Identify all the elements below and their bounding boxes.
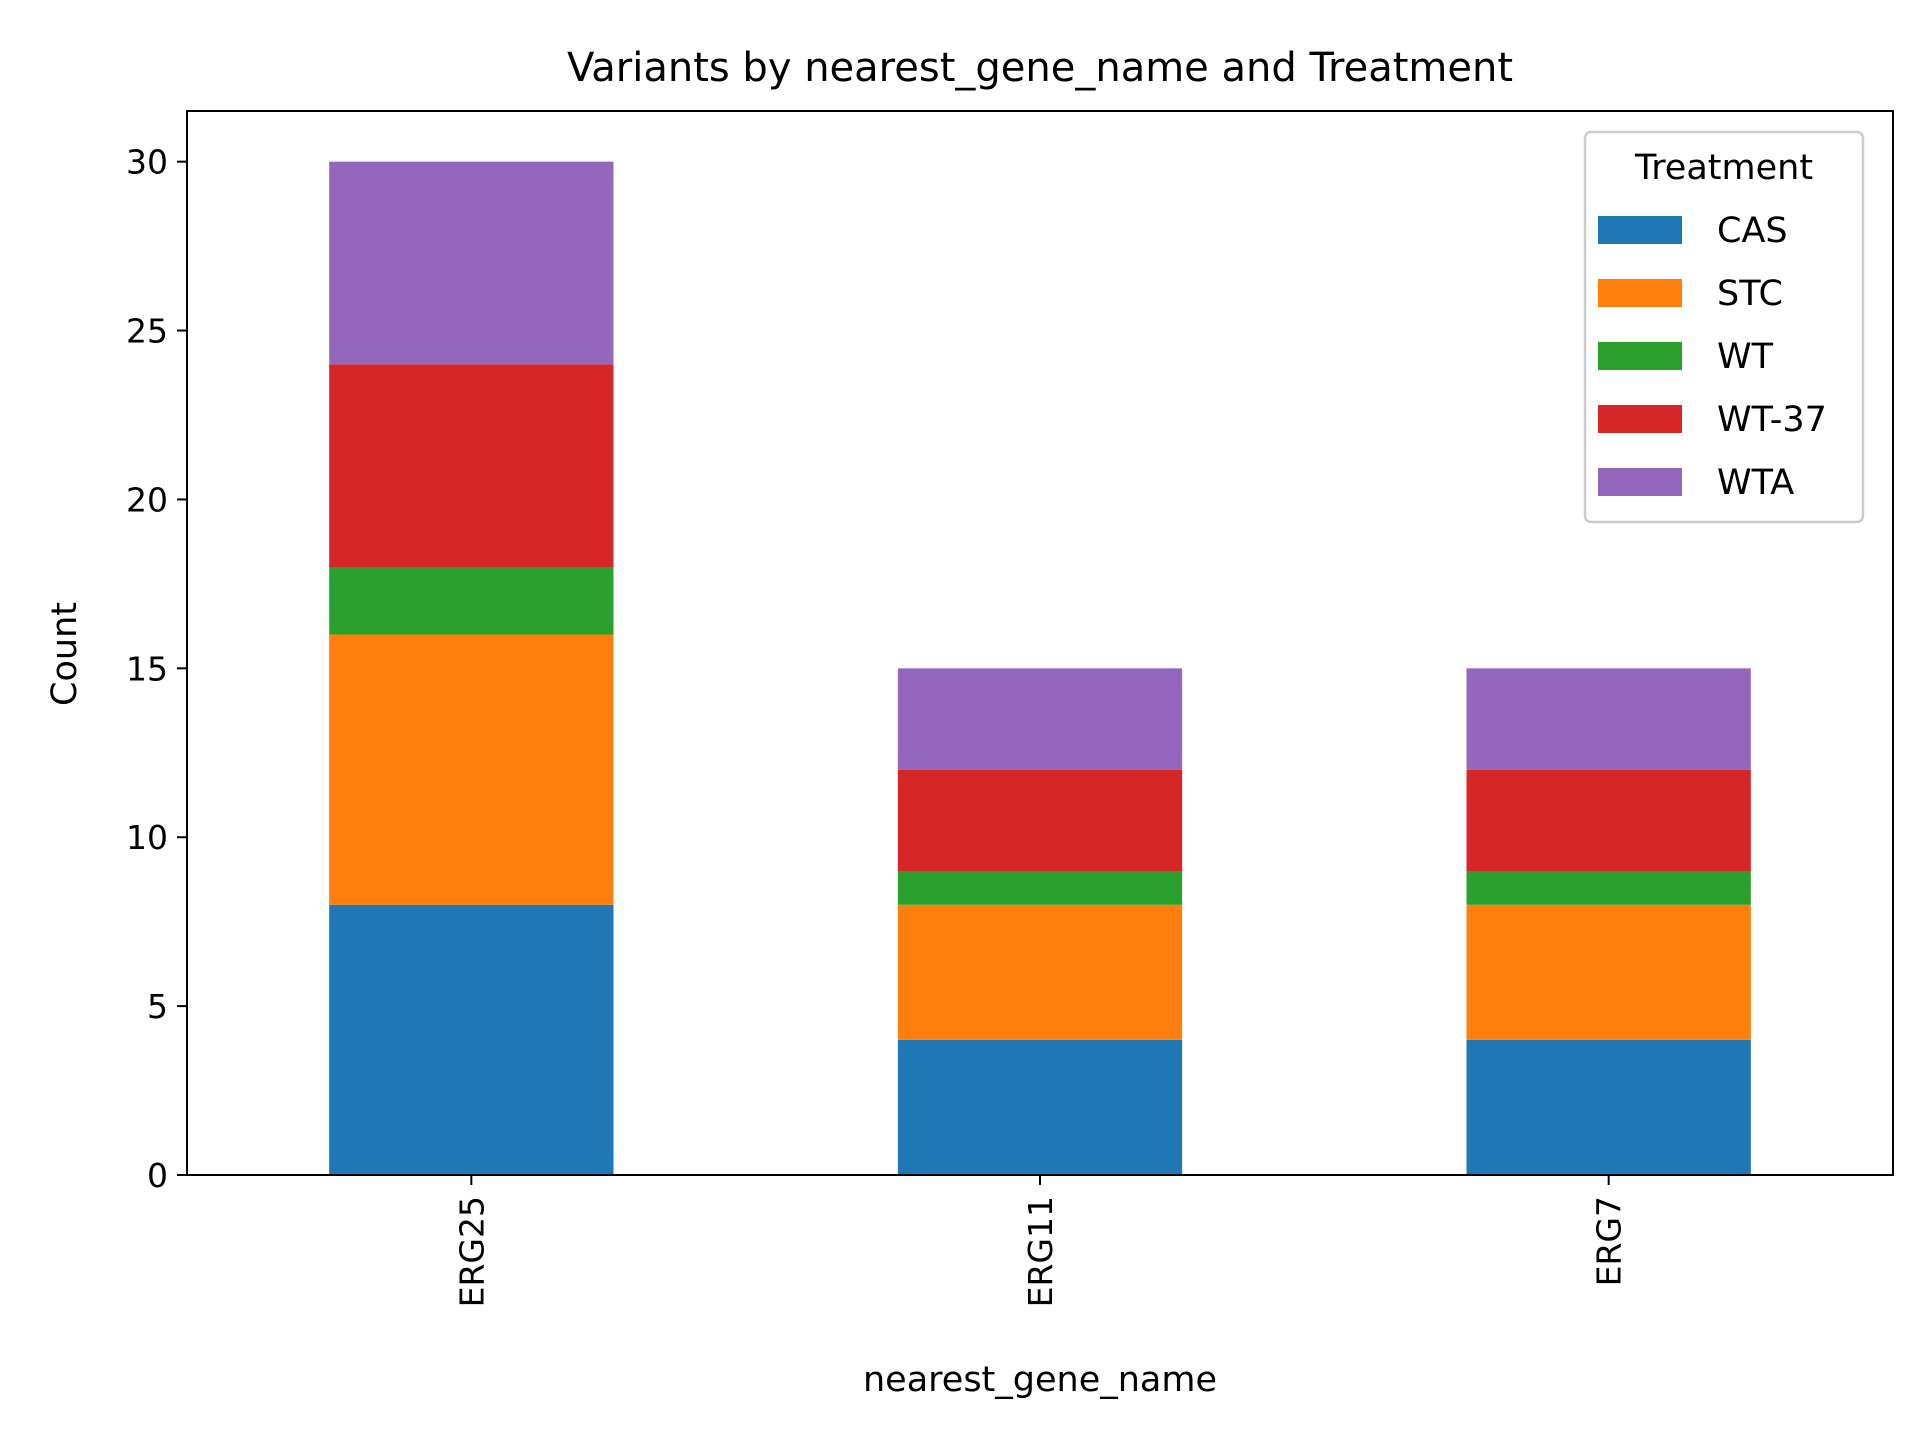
bar-erg11-cas	[897, 1039, 1183, 1175]
x-axis: ERG25 ERG11 ERG7	[452, 1175, 1629, 1307]
y-tick-label: 20	[126, 480, 168, 519]
y-tick-label: 25	[126, 312, 168, 351]
bar-erg25-wt	[329, 567, 614, 635]
legend-title: Treatment	[1634, 148, 1813, 188]
legend-label-wt: WT	[1717, 337, 1774, 377]
bar-erg11-stc	[897, 904, 1183, 1040]
legend-items: CAS STC WT WT-37 WTA	[1598, 211, 1827, 503]
y-tick-label: 5	[147, 987, 168, 1026]
legend-swatch-wta	[1598, 468, 1682, 496]
bar-erg11-wta	[897, 668, 1183, 770]
legend: Treatment CAS STC WT WT-37 WTA	[1583, 130, 1865, 524]
y-tick-label: 15	[126, 649, 168, 688]
bar-erg7-wt-37	[1466, 769, 1751, 871]
legend-swatch-stc	[1598, 279, 1682, 307]
y-tick-label: 10	[126, 818, 168, 857]
bars-layer	[329, 161, 1751, 1175]
bar-erg11-wt	[897, 871, 1183, 905]
x-tick-label-erg25: ERG25	[452, 1196, 491, 1307]
bar-erg7-wt	[1466, 871, 1751, 905]
bar-erg7-wta	[1466, 668, 1751, 770]
y-tick-label: 30	[126, 143, 168, 182]
x-axis-label: nearest_gene_name	[863, 1360, 1217, 1400]
legend-swatch-wt	[1598, 342, 1682, 370]
bar-erg25-wta	[329, 161, 614, 365]
bar-erg11-wt-37	[897, 769, 1183, 871]
bar-erg7-cas	[1466, 1039, 1751, 1175]
bar-erg7-stc	[1466, 904, 1751, 1040]
legend-label-wt-37: WT-37	[1717, 400, 1827, 440]
legend-label-stc: STC	[1717, 274, 1783, 314]
chart-title: Variants by nearest_gene_name and Treatm…	[567, 45, 1513, 91]
legend-swatch-cas	[1598, 216, 1682, 244]
legend-label-cas: CAS	[1717, 211, 1788, 251]
y-tick-label: 0	[147, 1156, 168, 1195]
bar-erg25-cas	[329, 904, 614, 1175]
y-axis: 0 5 10 15 20 25 30	[126, 143, 187, 1195]
legend-label-wta: WTA	[1717, 463, 1794, 503]
x-tick-label-erg7: ERG7	[1590, 1196, 1629, 1286]
x-tick-label-erg11: ERG11	[1021, 1196, 1060, 1307]
bar-erg25-stc	[329, 634, 614, 905]
y-axis-label: Count	[45, 602, 85, 706]
bar-erg25-wt-37	[329, 364, 614, 567]
legend-swatch-wt-37	[1598, 405, 1682, 433]
